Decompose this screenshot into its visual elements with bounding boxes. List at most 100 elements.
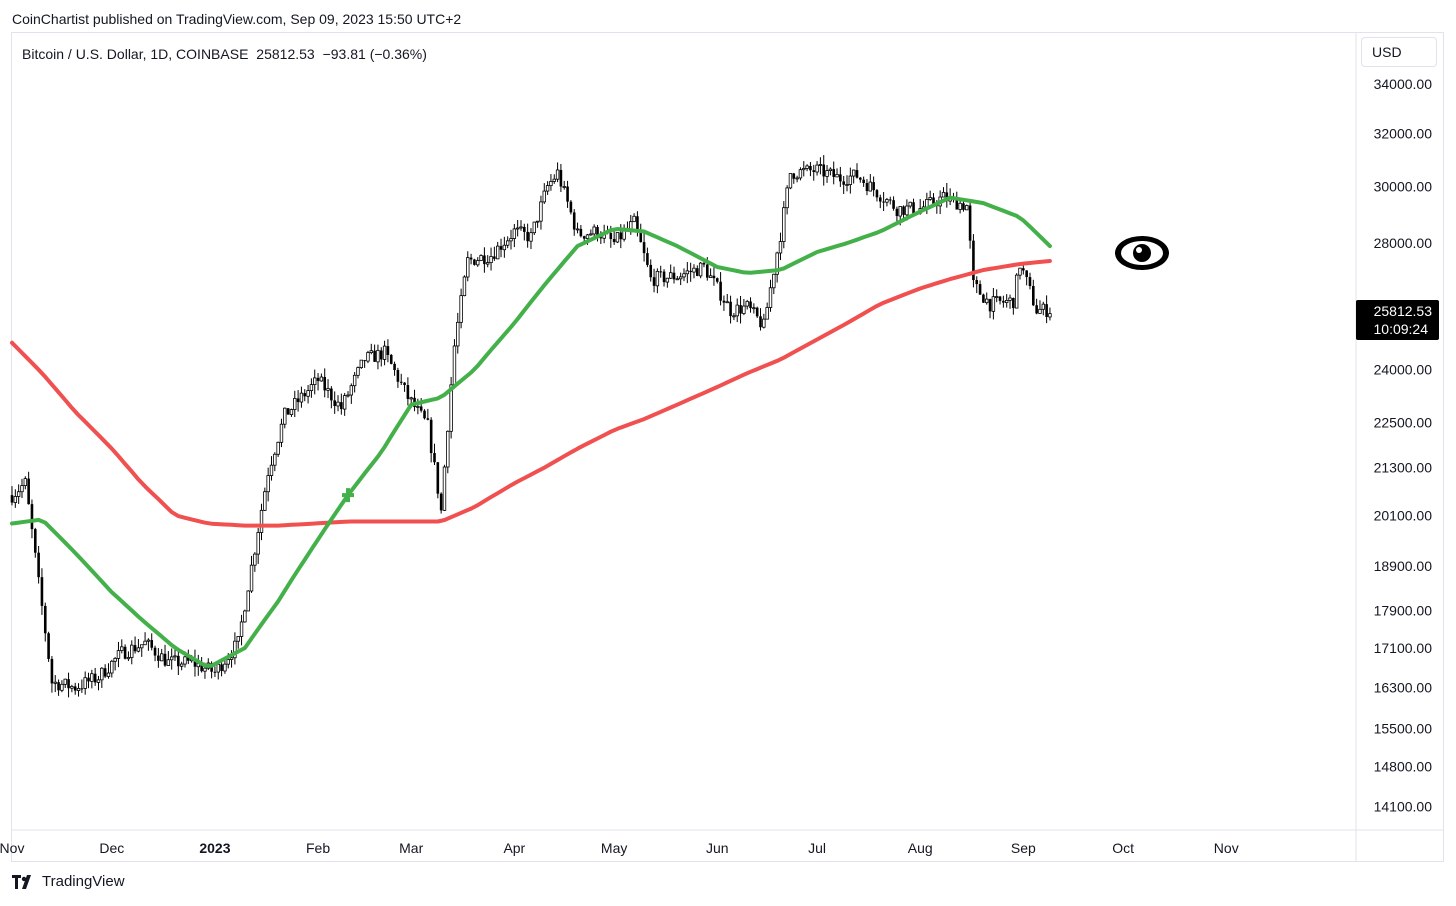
candle [336,395,340,412]
candle [269,456,274,481]
candle [20,478,24,499]
y-tick-label: 28000.00 [1374,235,1433,251]
candle [692,264,696,279]
candle [1048,307,1052,321]
candle [532,221,536,235]
candle [76,683,81,697]
candle [502,236,507,258]
candle [526,223,529,248]
candle [612,229,616,245]
y-tick-label: 34000.00 [1374,76,1433,92]
candle [1004,294,1009,308]
candle [825,165,829,183]
x-tick-label: Feb [306,840,330,856]
candle [575,222,580,234]
candle [47,631,50,662]
candle [486,255,490,268]
x-tick-label: May [601,840,627,856]
currency-button[interactable]: USD [1361,37,1437,67]
candle [708,268,713,279]
candle [110,659,114,678]
candle [988,298,992,319]
candle [752,303,756,314]
candle [499,238,503,258]
x-tick-label: Jun [706,840,729,856]
candle [446,430,450,474]
candle [778,232,783,261]
candle [729,295,732,324]
candle [678,272,683,286]
candle [975,276,979,294]
candle [505,236,510,249]
y-tick-label: 14100.00 [1374,798,1433,814]
candle [169,648,174,670]
candle [835,168,839,178]
candle [376,344,380,370]
candle [366,350,370,364]
candle [90,669,94,689]
candle [1018,267,1022,280]
candle [153,645,157,662]
candle [945,182,949,208]
candle [788,173,793,190]
candle [96,675,101,691]
candle [233,632,237,665]
candle [333,391,336,414]
candle [646,247,649,268]
candle [982,293,985,303]
candle [888,196,892,205]
publisher-header: CoinChartist published on TradingView.co… [12,11,462,27]
candle [403,382,406,392]
candle [812,164,816,181]
candle [765,302,769,320]
y-tick-label: 32000.00 [1374,126,1433,142]
candle [496,241,500,260]
candle [220,661,223,677]
candle [978,280,982,295]
candle [875,188,879,202]
candle [126,651,131,661]
candle [782,201,786,249]
x-tick-label: Sep [1011,840,1036,856]
candle [868,174,872,192]
candle [429,417,433,463]
candle [309,378,314,398]
candle [33,527,37,558]
candle [1014,273,1019,309]
candle [406,377,410,406]
candle [146,638,151,651]
candle [562,180,566,190]
candle [848,167,853,194]
price-tag-bg [1356,299,1439,340]
candle [859,176,862,183]
candle [839,166,842,187]
price-tag-countdown: 10:09:24 [1374,321,1429,337]
candle [649,259,653,282]
candle [985,292,989,305]
candle [133,636,137,654]
candle [725,293,729,304]
candle [712,266,716,286]
candle [166,651,171,666]
candle [775,251,779,283]
candle [566,180,569,208]
candle [276,441,280,457]
candle [389,353,393,365]
candle [346,391,350,398]
candle [755,306,759,318]
candle [283,407,287,429]
candle [273,452,277,472]
candle [459,288,463,329]
candle [572,209,576,236]
candle [1002,295,1005,308]
candle [349,383,354,404]
candle [762,313,766,329]
candle [539,195,543,230]
y-tick-label: 14800.00 [1374,759,1433,775]
candle [668,264,673,280]
candle [642,232,646,262]
candle [150,633,154,651]
footer: TradingView [12,873,125,890]
candle [253,552,257,572]
x-tick-label: Oct [1112,840,1134,856]
